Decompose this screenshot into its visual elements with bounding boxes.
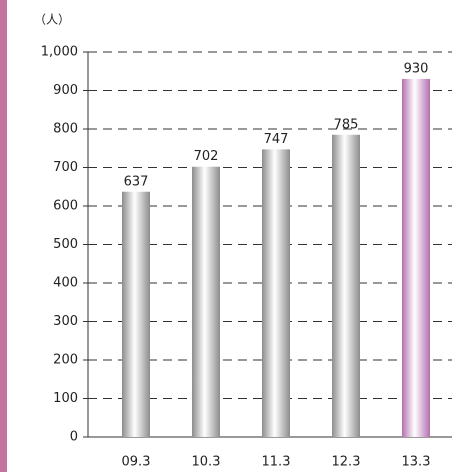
value-label: 785 [334, 117, 359, 132]
bar [262, 149, 290, 437]
bar [192, 166, 220, 438]
x-tick-label: 13.3 [402, 455, 431, 470]
x-tick-label: 09.3 [122, 455, 151, 470]
y-tick-label: 200 [53, 353, 78, 368]
y-tick-label: 1,000 [41, 45, 78, 60]
value-label: 702 [194, 149, 219, 164]
bar [122, 191, 150, 437]
y-tick-label: 700 [53, 160, 78, 175]
y-tick-label: 900 [53, 83, 78, 98]
value-label: 747 [264, 132, 289, 147]
y-tick-label: 100 [53, 391, 78, 406]
bar [332, 134, 360, 437]
x-tick-label: 10.3 [192, 455, 221, 470]
y-tick-label: 500 [53, 237, 78, 252]
y-tick-label: 300 [53, 314, 78, 329]
x-tick-label: 11.3 [262, 455, 291, 470]
bar [402, 78, 430, 437]
unit-label: （人） [34, 13, 70, 27]
y-tick-label: 800 [53, 122, 78, 137]
x-tick-label: 12.3 [332, 455, 361, 470]
value-label: 637 [124, 174, 149, 189]
y-tick-label: 0 [70, 430, 78, 445]
y-tick-label: 600 [53, 199, 78, 214]
value-label: 930 [404, 61, 429, 76]
y-tick-label: 400 [53, 276, 78, 291]
side-strip [0, 0, 7, 472]
